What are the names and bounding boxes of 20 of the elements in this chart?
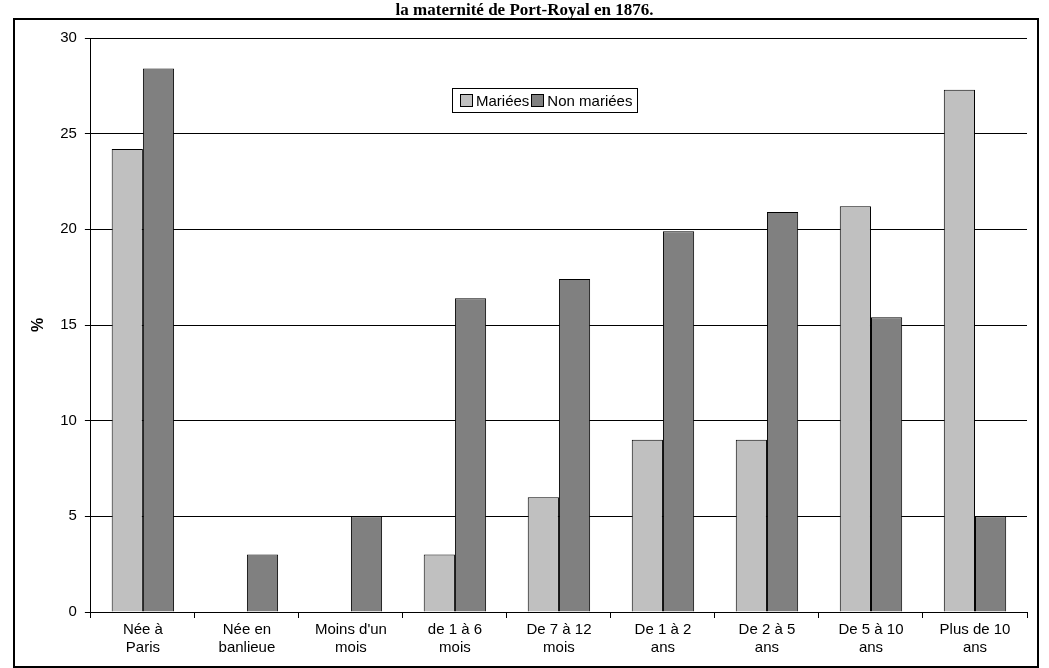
x-tick-label: Moins d'un mois (314, 620, 387, 656)
x-tick-label: Née à Paris (122, 620, 164, 656)
x-tick-label: Plus de 10 ans (939, 620, 1011, 656)
y-tick-label: 0 (68, 602, 77, 620)
y-tick-label: 20 (60, 219, 77, 237)
legend-label: Mariées (476, 92, 530, 109)
y-tick-label: 5 (68, 506, 77, 524)
x-tick-label: De 2 à 5 ans (738, 620, 796, 656)
x-tick-label: De 7 à 12 mois (526, 620, 592, 656)
y-tick-label: 30 (60, 28, 77, 46)
y-axis-title: % (29, 317, 47, 333)
x-tick-label: De 1 à 2 ans (634, 620, 692, 656)
x-tick-label: Née en banlieue (218, 620, 276, 656)
y-tick-label: 25 (60, 123, 77, 141)
x-tick-label: De 5 à 10 ans (838, 620, 904, 656)
chart-title: la maternité de Port-Royal en 1876. (394, 0, 655, 20)
legend-label: Non mariées (547, 92, 633, 109)
y-tick-label: 15 (60, 315, 77, 333)
y-tick-label: 10 (60, 410, 77, 428)
x-tick-label: de 1 à 6 mois (427, 620, 483, 656)
